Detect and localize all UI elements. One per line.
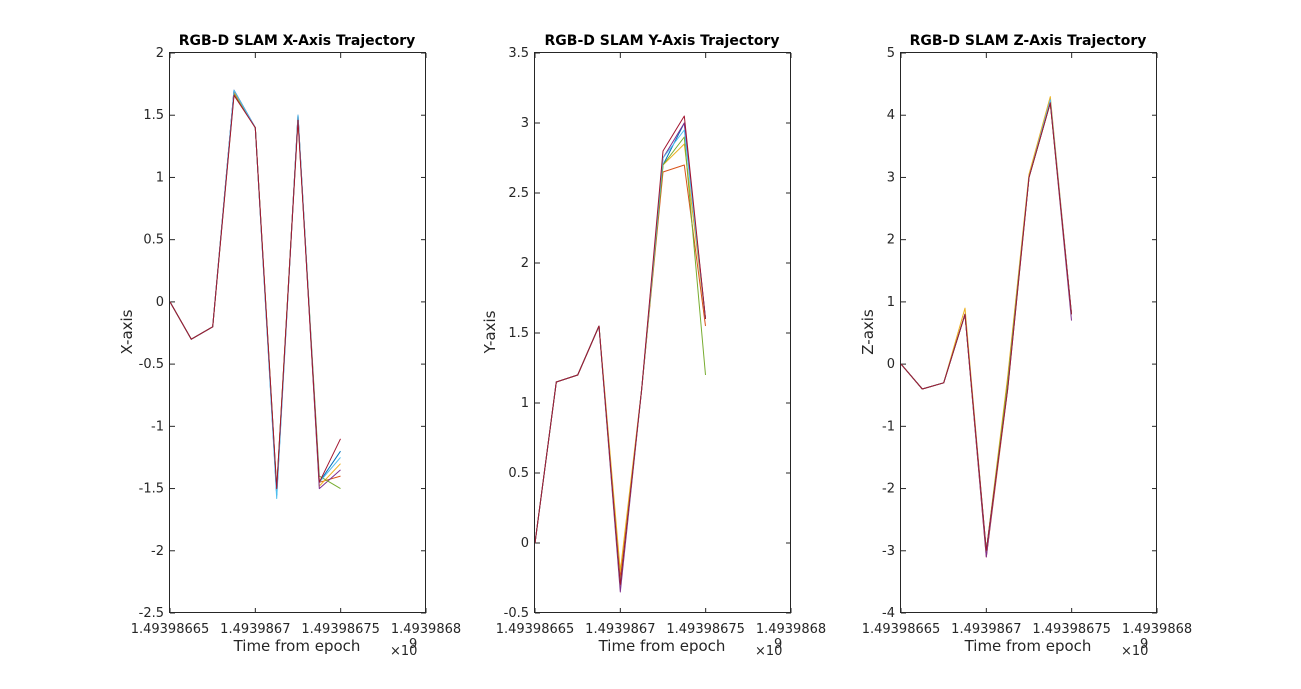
x-tick-label: 1.49398675: [666, 622, 745, 637]
x-tick-label: 1.49398675: [1032, 622, 1111, 637]
chart-title: RGB-D SLAM Y-Axis Trajectory: [545, 33, 780, 49]
y-tick-label: -2.5: [139, 606, 164, 621]
plot-area: [900, 52, 1157, 613]
y-tick-label: 5: [887, 46, 895, 61]
z-axis-trajectory-panel: RGB-D SLAM Z-Axis Trajectory Time from e…: [859, 33, 1192, 659]
y-tick-label: 1: [521, 396, 529, 411]
y-tick-label: -2: [882, 482, 895, 497]
y-axis-label: X-axis: [118, 309, 136, 354]
y-tick-label: 3: [521, 116, 529, 131]
x-tick-label: 1.49398675: [301, 622, 380, 637]
series-line-6: [169, 89, 341, 499]
y-tick-label: 2: [887, 233, 895, 248]
y-tick-label: 2: [156, 46, 164, 61]
x-tick-label: 1.49398665: [862, 622, 941, 637]
x-tick-label: 1.4939867: [220, 622, 290, 637]
y-tick-label: 1.5: [508, 326, 529, 341]
y-axis-label: Y-axis: [481, 310, 499, 354]
series-line-6: [900, 99, 1072, 552]
tick-group: 1.49398665 1.4939867 1.49398675 1.4939868 -4…: [862, 46, 1192, 637]
y-tick-label: 4: [887, 108, 895, 123]
series-group: [534, 115, 706, 593]
x-scale-exponent: 9: [409, 637, 417, 652]
y-tick-label: 1: [156, 170, 164, 185]
x-tick-label: 1.4939868: [1122, 622, 1192, 637]
x-scale-exponent: 9: [774, 637, 782, 652]
x-axis-trajectory-panel: RGB-D SLAM X-Axis Trajectory Time from e…: [118, 33, 461, 659]
x-tick-label: 1.49398665: [131, 622, 210, 637]
series-line-6: [534, 129, 706, 586]
x-tick-label: 1.4939868: [391, 622, 461, 637]
series-line-1: [534, 122, 706, 586]
series-line-5: [169, 93, 341, 490]
x-tick-label: 1.4939868: [756, 622, 826, 637]
y-tick-label: -1: [882, 419, 895, 434]
series-line-5: [900, 102, 1072, 552]
x-tick-label: 1.4939867: [585, 622, 655, 637]
y-tick-label: -4: [882, 606, 895, 621]
series-group: [169, 89, 341, 499]
series-line-3: [534, 143, 706, 572]
x-tick-label: 1.4939867: [951, 622, 1021, 637]
series-line-7: [534, 115, 706, 586]
y-tick-label: 0: [156, 295, 164, 310]
series-group: [900, 96, 1072, 558]
y-tick-label: -1: [151, 419, 164, 434]
y-tick-label: 1.5: [143, 108, 164, 123]
plot-area: [534, 52, 791, 613]
tick-group: 1.49398665 1.4939867 1.49398675 1.4939868 -2…: [131, 46, 461, 637]
series-line-3: [169, 91, 341, 492]
y-tick-label: 0.5: [508, 466, 529, 481]
x-scale-factor: ×10: [1121, 644, 1148, 659]
series-line-4: [900, 102, 1072, 558]
y-tick-label: 0.5: [143, 233, 164, 248]
y-tick-label: 0: [887, 357, 895, 372]
x-scale-factor: ×10: [755, 644, 782, 659]
x-axis-label: Time from epoch: [964, 637, 1092, 655]
x-axis-label: Time from epoch: [233, 637, 361, 655]
series-line-1: [169, 89, 341, 496]
y-tick-label: -0.5: [504, 606, 529, 621]
y-tick-label: 2: [521, 256, 529, 271]
y-tick-label: 2.5: [508, 186, 529, 201]
series-line-3: [900, 96, 1072, 552]
series-line-1: [900, 102, 1072, 552]
series-line-7: [900, 102, 1072, 552]
series-line-2: [534, 164, 706, 579]
y-tick-label: 3: [887, 170, 895, 185]
tick-group: 1.49398665 1.4939867 1.49398675 1.4939868 -0…: [496, 46, 826, 637]
x-axis-label: Time from epoch: [598, 637, 726, 655]
y-tick-label: -1.5: [139, 482, 164, 497]
series-line-4: [169, 89, 341, 496]
y-tick-label: 1: [887, 295, 895, 310]
plot-area: [169, 52, 426, 613]
y-tick-label: 3.5: [508, 46, 529, 61]
y-axis-trajectory-panel: RGB-D SLAM Y-Axis Trajectory Time from e…: [481, 33, 826, 659]
series-line-5: [534, 136, 706, 586]
y-tick-label: 0: [521, 536, 529, 551]
y-tick-label: -2: [151, 544, 164, 559]
series-line-2: [900, 99, 1072, 558]
x-scale-factor: ×10: [390, 644, 417, 659]
x-tick-label: 1.49398665: [496, 622, 575, 637]
y-axis-label: Z-axis: [859, 309, 877, 355]
y-tick-label: -3: [882, 544, 895, 559]
series-line-7: [169, 94, 341, 490]
chart-title: RGB-D SLAM Z-Axis Trajectory: [910, 33, 1147, 49]
series-line-2: [169, 92, 341, 490]
y-tick-label: -0.5: [139, 357, 164, 372]
series-line-4: [534, 122, 706, 593]
chart-title: RGB-D SLAM X-Axis Trajectory: [179, 33, 416, 49]
x-scale-exponent: 9: [1140, 637, 1148, 652]
